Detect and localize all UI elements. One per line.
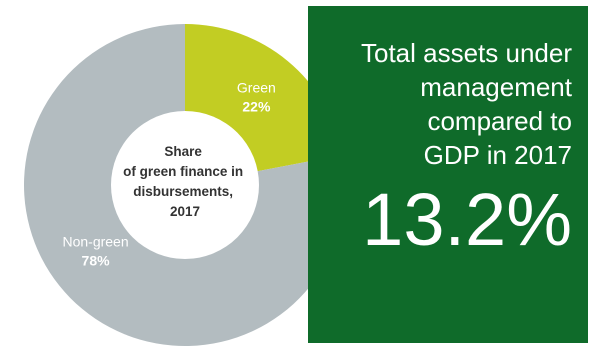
stat-caption-line-2: management	[420, 72, 572, 102]
slice-label-non-green: Non-green	[62, 233, 128, 249]
slice-label-green: Green	[237, 80, 276, 96]
stat-caption-line-1: Total assets under	[360, 38, 572, 68]
center-label-line-1: Share	[164, 144, 202, 159]
slice-value-non-green: 78%	[82, 252, 111, 268]
stat-caption-line-4: GDP in 2017	[423, 140, 572, 170]
stat-box: Total assets under management compared t…	[308, 6, 588, 343]
stat-value: 13.2%	[362, 178, 572, 261]
stat-caption-line-3: compared to	[427, 106, 572, 136]
center-label-line-2: of green finance in	[123, 164, 243, 179]
center-label-line-3: disbursements,	[133, 184, 233, 199]
stat-caption: Total assets under management compared t…	[324, 36, 572, 172]
slice-labels: Green 22% Non-green 78%	[62, 80, 275, 269]
donut-hole	[111, 111, 259, 259]
center-label: Share of green finance in disbursements,…	[123, 144, 247, 219]
center-label-line-4: 2017	[170, 204, 200, 219]
slice-value-green: 22%	[242, 99, 271, 115]
